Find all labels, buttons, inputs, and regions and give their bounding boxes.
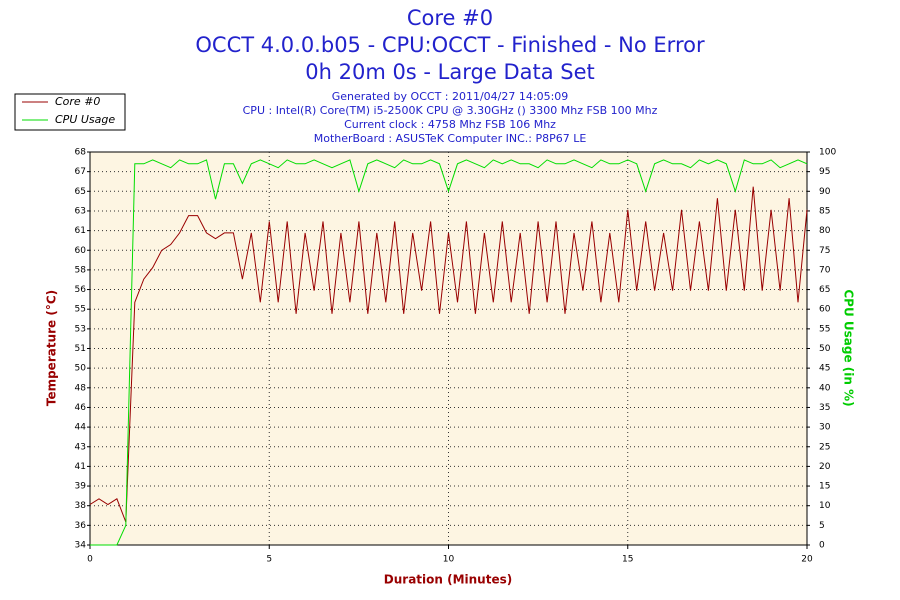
legend	[14, 93, 126, 131]
y2-tick-label: 65	[819, 285, 830, 295]
y-tick-label: 67	[75, 167, 86, 177]
info-line: CPU : Intel(R) Core(TM) i5-2500K CPU @ 3…	[243, 104, 658, 117]
y2-tick-label: 100	[819, 148, 836, 158]
y2-tick-label: 90	[819, 187, 831, 197]
y-tick-label: 63	[75, 206, 86, 216]
x-tick-label: 5	[266, 555, 272, 565]
y2-tick-label: 15	[819, 482, 830, 492]
y-tick-label: 38	[75, 501, 87, 511]
y-tick-label: 41	[75, 462, 86, 472]
x-tick-label: 10	[443, 555, 455, 565]
y2-tick-label: 35	[819, 403, 830, 413]
y-tick-label: 50	[75, 364, 87, 374]
y-tick-label: 34	[75, 541, 87, 551]
legend-label: Core #0	[55, 95, 100, 108]
chart-title: Core #0	[407, 6, 493, 30]
x-tick-label: 20	[801, 555, 813, 565]
y-tick-label: 51	[75, 344, 86, 354]
y-tick-label: 39	[75, 482, 87, 492]
y2-tick-label: 80	[819, 226, 831, 236]
legend-label: CPU Usage	[55, 113, 115, 126]
y-tick-label: 60	[75, 246, 87, 256]
x-tick-label: 0	[87, 555, 93, 565]
y-tick-label: 58	[75, 265, 87, 275]
y-tick-label: 48	[75, 383, 87, 393]
y2-tick-label: 50	[819, 344, 831, 354]
y2-tick-label: 95	[819, 167, 830, 177]
y2-tick-label: 45	[819, 364, 830, 374]
y-tick-label: 61	[75, 226, 86, 236]
info-line: Current clock : 4758 Mhz FSB 106 Mhz	[344, 118, 556, 131]
x-tick-label: 15	[622, 555, 633, 565]
y2-tick-label: 10	[819, 501, 831, 511]
y2-tick-label: 30	[819, 423, 831, 433]
y-axis-label: Temperature (°C)	[45, 290, 59, 406]
chart-subtitle: 0h 20m 0s - Large Data Set	[305, 60, 595, 84]
y2-tick-label: 25	[819, 442, 830, 452]
y2-tick-label: 75	[819, 246, 830, 256]
info-line: Generated by OCCT : 2011/04/27 14:05:09	[332, 90, 569, 103]
y2-tick-label: 0	[819, 541, 825, 551]
y-tick-label: 68	[75, 148, 87, 158]
data-line	[90, 159, 808, 546]
y-tick-label: 65	[75, 187, 86, 197]
y2-tick-label: 20	[819, 462, 831, 472]
y-tick-label: 43	[75, 442, 86, 452]
y-tick-label: 46	[75, 403, 87, 413]
x-axis-label: Duration (Minutes)	[384, 573, 512, 587]
y-tick-label: 56	[75, 285, 87, 295]
y2-tick-label: 60	[819, 305, 831, 315]
y2-tick-label: 40	[819, 383, 831, 393]
y2-tick-label: 70	[819, 265, 831, 275]
y-tick-label: 55	[75, 305, 86, 315]
y2-tick-label: 85	[819, 206, 830, 216]
y-tick-label: 36	[75, 521, 87, 531]
chart-subtitle: OCCT 4.0.0.b05 - CPU:OCCT - Finished - N…	[195, 33, 705, 57]
data-line	[89, 186, 808, 523]
y-tick-label: 53	[75, 324, 86, 334]
y2-axis-label: CPU Usage (in %)	[842, 289, 856, 406]
y2-tick-label: 5	[819, 521, 825, 531]
y-tick-label: 44	[75, 423, 87, 433]
info-line: MotherBoard : ASUSTeK Computer INC.: P8P…	[314, 132, 587, 145]
y2-tick-label: 55	[819, 324, 830, 334]
